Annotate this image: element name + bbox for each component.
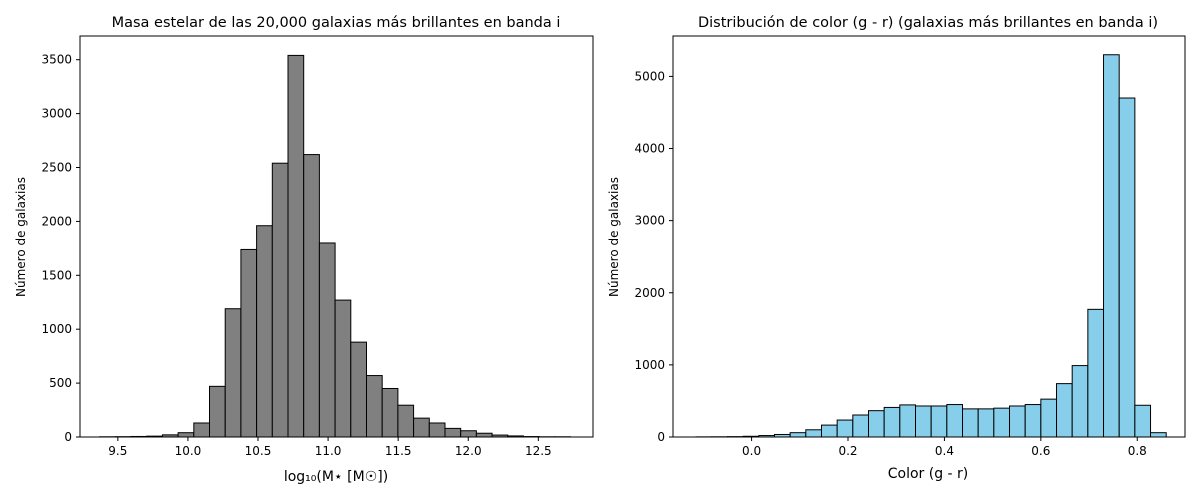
- y-tick-label: 0: [64, 430, 72, 444]
- y-axis-label: Número de galaxias: [14, 177, 28, 297]
- color-distribution-histogram: Distribución de color (g - r) (galaxias …: [607, 15, 1186, 482]
- histogram-bar: [930, 405, 948, 438]
- histogram-bar: [209, 385, 226, 438]
- histogram-bar: [946, 404, 964, 438]
- histogram-bar: [271, 162, 289, 438]
- x-tick-label: 0.8: [1128, 444, 1147, 458]
- histogram-bar: [867, 410, 885, 438]
- histogram-bar: [365, 375, 383, 438]
- x-tick-label: 11.5: [385, 444, 412, 458]
- y-tick-label: 2000: [634, 286, 665, 300]
- histogram-bar: [1087, 308, 1105, 438]
- x-tick-label: 10.0: [175, 444, 202, 458]
- bars: [695, 54, 1167, 438]
- histogram-bar: [915, 405, 932, 438]
- histogram-bar: [1056, 383, 1073, 438]
- histogram-bar: [789, 432, 807, 438]
- x-tick-label: 12.0: [455, 444, 482, 458]
- x-axis-label: log₁₀(M⋆ [M☉]): [284, 469, 388, 485]
- histogram-bar: [993, 407, 1011, 438]
- histogram-bar: [1103, 54, 1120, 438]
- y-tick-label: 500: [49, 376, 72, 390]
- histogram-bar: [899, 404, 917, 438]
- x-tick-label: 12.5: [525, 444, 552, 458]
- histogram-bar: [1009, 405, 1026, 438]
- x-tick-label: 10.5: [245, 444, 272, 458]
- histogram-bar: [805, 429, 822, 438]
- x-tick-label: 9.5: [108, 444, 127, 458]
- y-tick-label: 1000: [634, 358, 665, 372]
- y-tick-label: 0: [657, 430, 665, 444]
- histogram-bar: [381, 387, 399, 438]
- x-ticks: 9.5 10.0 10.5 11.0 11.5 12.0 12.5: [108, 437, 552, 458]
- histogram-bar: [1150, 432, 1167, 438]
- x-tick-label: 0.4: [935, 444, 954, 458]
- x-tick-label: 0.0: [742, 444, 761, 458]
- y-ticks: 0 500 1000 1500 2000 2500 3000 3500: [41, 53, 80, 444]
- histogram-bar: [1071, 365, 1089, 438]
- histogram-bar: [397, 404, 415, 438]
- x-tick-label: 0.2: [838, 444, 857, 458]
- x-tick-label: 0.6: [1031, 444, 1050, 458]
- histogram-bar: [1118, 97, 1136, 438]
- y-tick-label: 3000: [41, 107, 72, 121]
- histogram-bar: [820, 424, 838, 438]
- histogram-bar: [1040, 398, 1058, 438]
- histogram-bar: [1134, 404, 1152, 438]
- histogram-bar: [350, 341, 367, 438]
- histogram-bar: [475, 432, 493, 438]
- histogram-bar: [318, 242, 336, 438]
- histogram-bar: [962, 408, 979, 438]
- histogram-bar: [224, 308, 242, 438]
- y-tick-label: 5000: [634, 69, 665, 83]
- x-ticks: 0.0 0.2 0.4 0.6 0.8: [742, 437, 1147, 458]
- x-axis-label: Color (g - r): [888, 466, 969, 482]
- histogram-bar: [1024, 404, 1042, 438]
- plot-frame: [672, 35, 1186, 438]
- histogram-bar: [977, 408, 995, 438]
- histogram-bar: [444, 427, 462, 438]
- y-tick-label: 3500: [41, 53, 72, 67]
- chart-title: Distribución de color (g - r) (galaxias …: [698, 15, 1158, 31]
- y-tick-label: 2000: [41, 214, 72, 228]
- y-tick-label: 4000: [634, 142, 665, 156]
- histogram-bar: [303, 154, 320, 438]
- x-tick-label: 11.0: [315, 444, 342, 458]
- y-tick-label: 2500: [41, 161, 72, 175]
- plot-frame: [79, 35, 594, 438]
- histogram-bar: [240, 248, 258, 438]
- histogram-bar: [334, 299, 352, 438]
- stellar-mass-histogram: Masa estelar de las 20,000 galaxias más …: [14, 15, 594, 485]
- y-axis-label: Número de galaxias: [607, 177, 621, 297]
- y-tick-label: 1500: [41, 268, 72, 282]
- histogram-bar: [177, 432, 195, 438]
- y-tick-label: 3000: [634, 214, 665, 228]
- histogram-bar: [852, 414, 869, 438]
- histogram-bar: [413, 417, 430, 438]
- chart-title: Masa estelar de las 20,000 galaxias más …: [112, 15, 561, 31]
- histogram-bar: [287, 54, 305, 438]
- histogram-bar: [428, 422, 446, 438]
- histogram-bar: [193, 422, 211, 438]
- y-tick-label: 1000: [41, 322, 72, 336]
- histogram-bar: [883, 406, 901, 438]
- y-ticks: 0 1000 2000 3000 4000 5000: [634, 69, 673, 444]
- histogram-bar: [256, 225, 273, 438]
- histogram-bar: [836, 419, 854, 438]
- histogram-bar: [460, 430, 477, 438]
